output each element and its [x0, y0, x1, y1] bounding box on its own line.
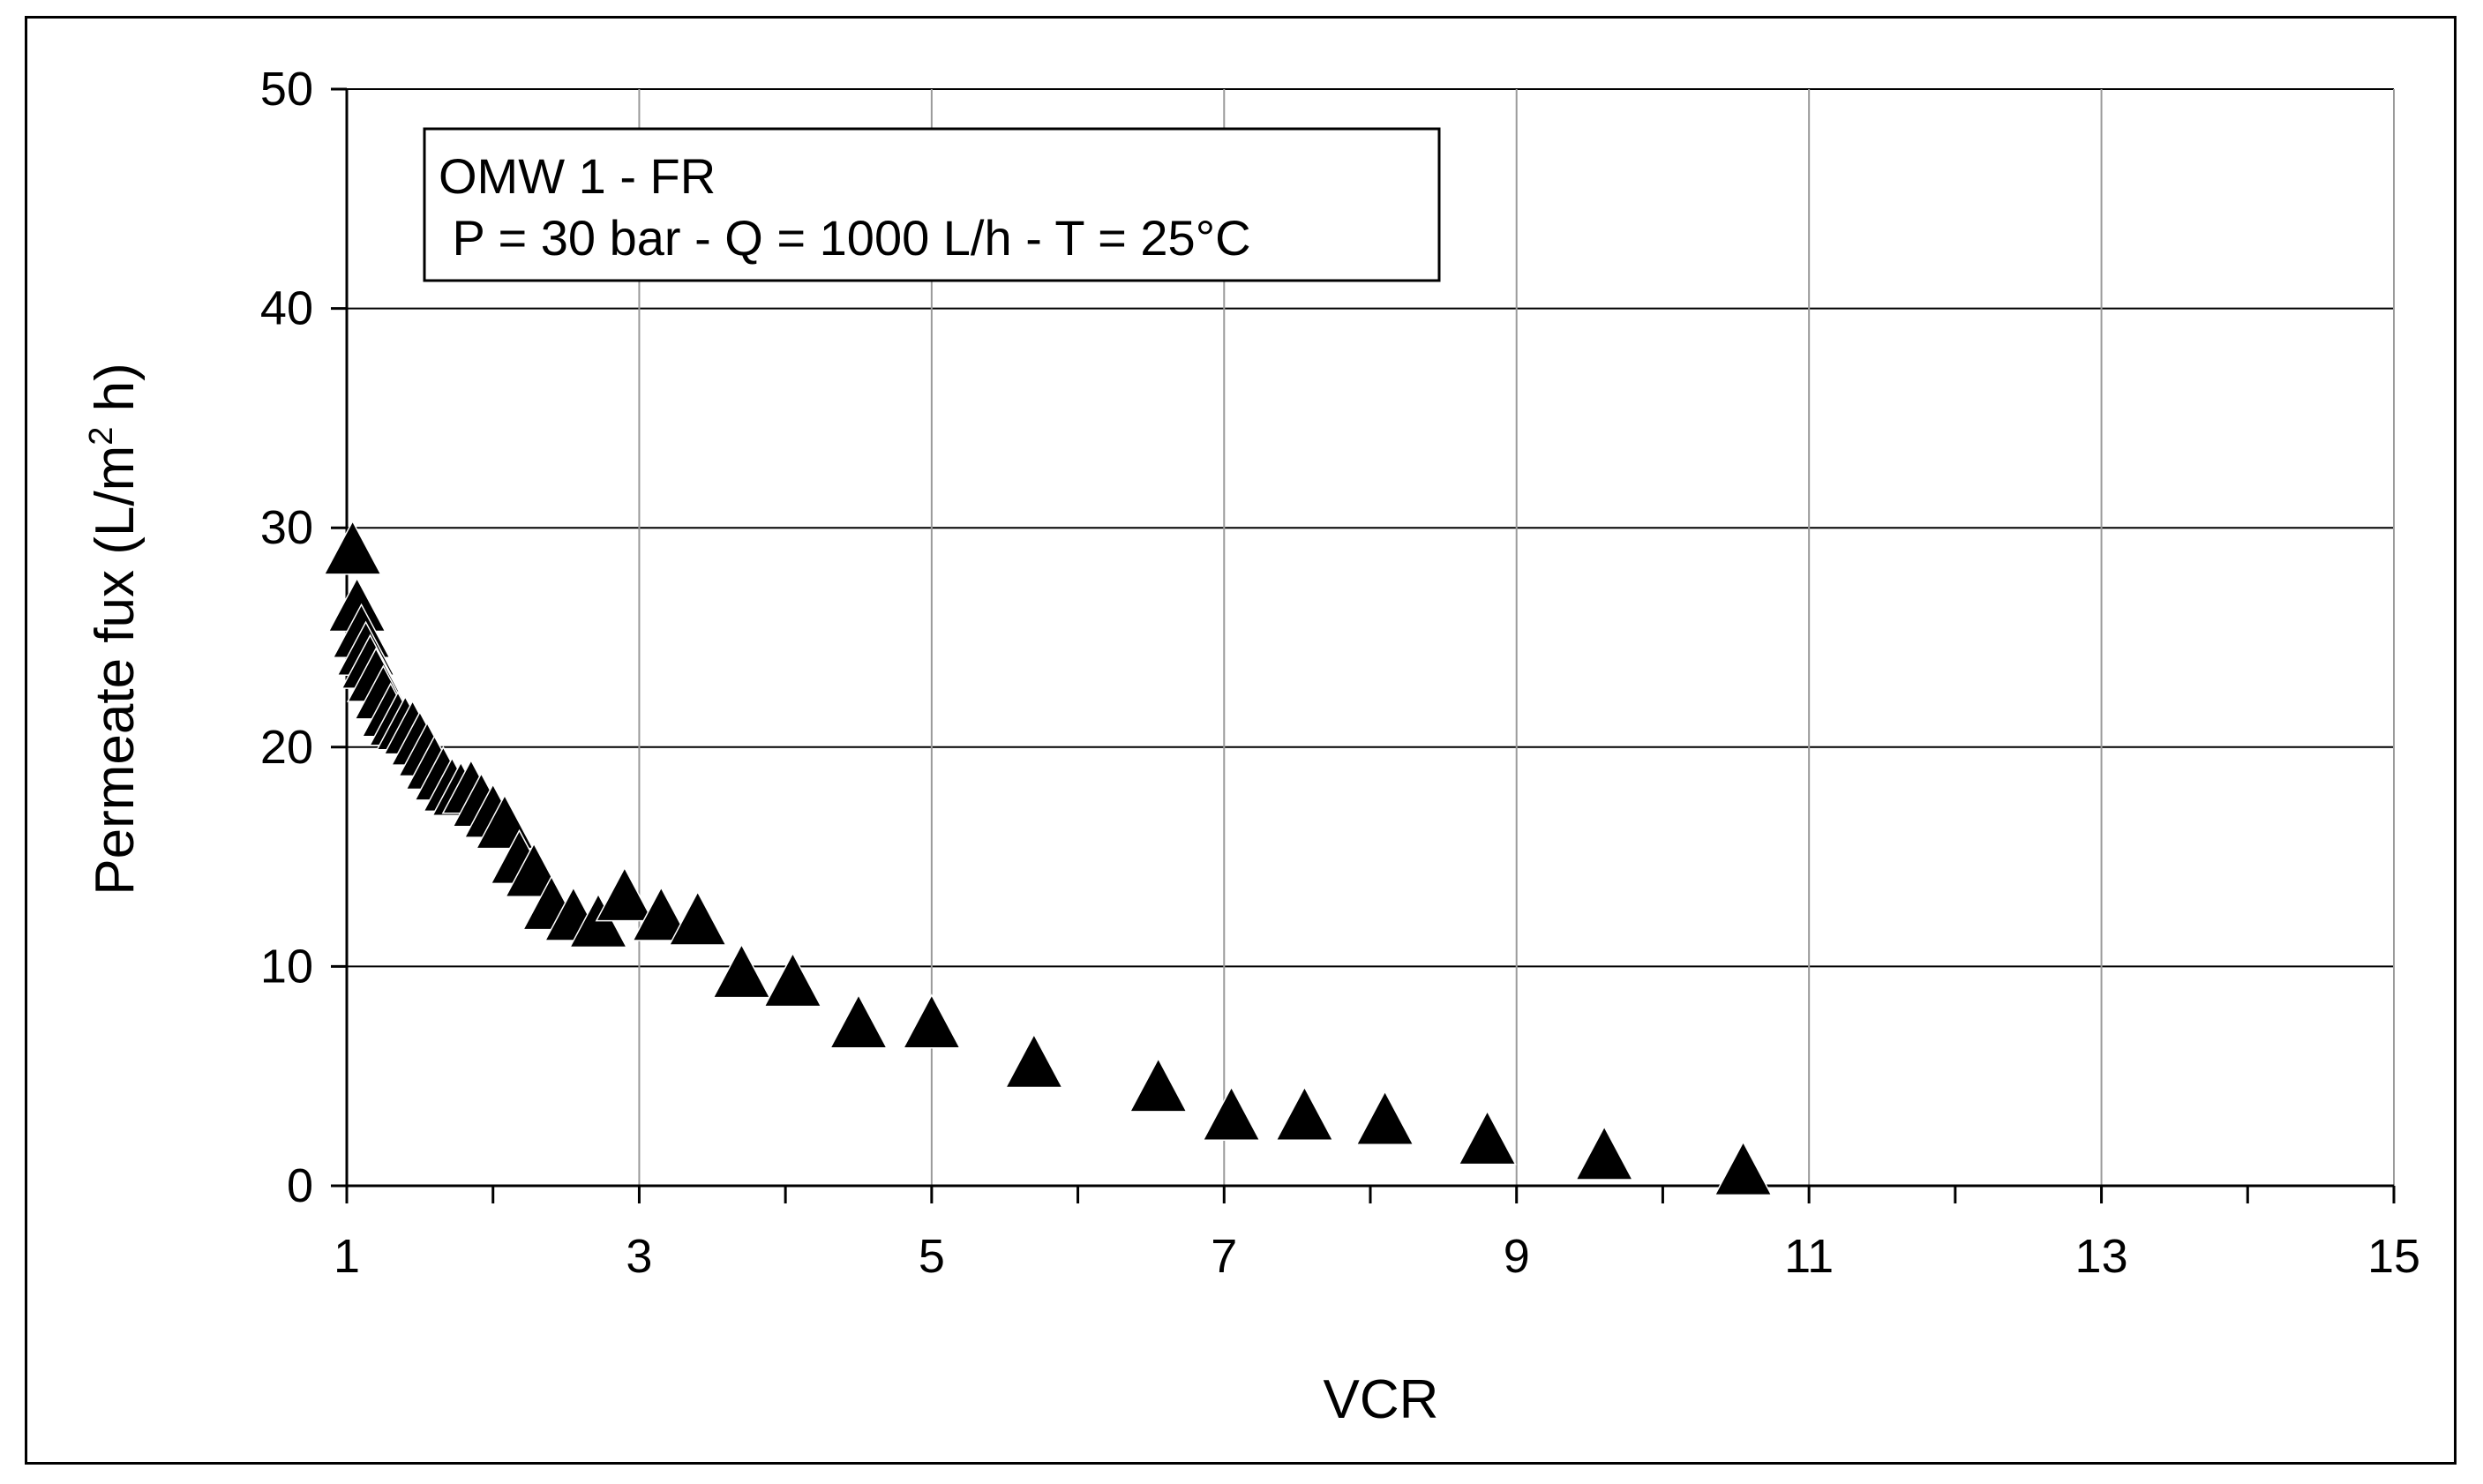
x-tick-label-1: 1: [334, 1230, 360, 1283]
y-tick-label-20: 20: [260, 721, 313, 774]
x-tick-label-5: 5: [919, 1230, 945, 1283]
x-tick-label-13: 13: [2075, 1230, 2128, 1283]
y-axis-title: Permeate fux (L/m2 h): [83, 363, 146, 895]
data-point-31: [829, 993, 889, 1049]
x-tick-label-9: 9: [1504, 1230, 1530, 1283]
data-point-27: [632, 886, 691, 941]
y-axis-title-superscript: 2: [83, 427, 120, 446]
chart-frame: 0 10 20 30 40 50 1 3 5 7 9 11 13 15 OMW 1 - FR P = 30…: [25, 16, 2457, 1465]
data-point-38: [1458, 1109, 1517, 1165]
y-tick-label-30: 30: [260, 501, 313, 554]
y-tick-label-40: 40: [260, 282, 313, 335]
data-point-33: [1004, 1032, 1064, 1089]
legend: OMW 1 - FR P = 30 bar - Q = 1000 L/h - T…: [423, 127, 1441, 282]
data-point-30: [763, 951, 822, 1008]
y-axis-title-suffix: h): [85, 363, 146, 426]
legend-line-1: OMW 1 - FR: [439, 148, 716, 204]
data-point-39: [1574, 1125, 1634, 1180]
x-tick-label-11: 11: [1784, 1230, 1834, 1283]
data-point-37: [1355, 1090, 1414, 1145]
data-point-26: [595, 866, 655, 922]
x-tick-label-7: 7: [1211, 1230, 1237, 1283]
data-point-36: [1275, 1085, 1334, 1141]
data-point-28: [668, 890, 727, 946]
x-tick-label-3: 3: [626, 1230, 652, 1283]
legend-border: [423, 127, 1441, 282]
data-point-35: [1202, 1085, 1261, 1141]
data-point-34: [1129, 1057, 1188, 1113]
y-axis-title-prefix: Permeate fux (L/m: [85, 446, 146, 896]
y-tick-label-0: 0: [287, 1159, 313, 1212]
data-points: [323, 520, 1773, 1196]
data-point-40: [1714, 1140, 1773, 1196]
legend-line-2: P = 30 bar - Q = 1000 L/h - T = 25°C: [439, 210, 1251, 266]
y-tick-label-10: 10: [260, 940, 313, 993]
data-point-32: [902, 993, 962, 1049]
x-axis-title: VCR: [1324, 1369, 1439, 1430]
data-point-29: [712, 943, 771, 999]
data-point-0: [323, 520, 382, 575]
y-tick-label-50: 50: [260, 63, 313, 116]
x-tick-label-15: 15: [2367, 1230, 2420, 1283]
